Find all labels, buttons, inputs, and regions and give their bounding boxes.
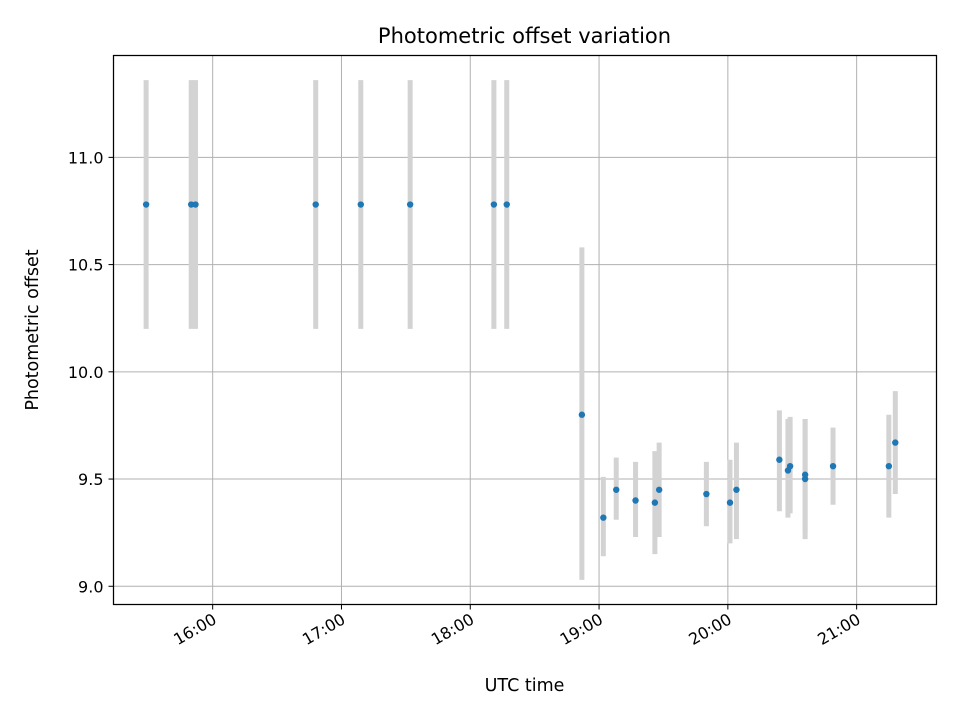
data-point [786, 462, 794, 470]
x-tick-label: 21:00 [814, 610, 863, 650]
chart-title: Photometric offset variation [378, 24, 671, 48]
data-point [613, 486, 620, 493]
x-tick-label: 16:00 [170, 610, 219, 650]
x-axis-ticks: 16:00 17:00 18:00 19:00 20:00 21:00 [170, 604, 864, 650]
grid [113, 55, 937, 605]
data-point [192, 201, 199, 208]
data-point [776, 456, 783, 463]
data-point [655, 486, 663, 493]
y-axis-label: Photometric offset [23, 249, 43, 410]
data-points [142, 201, 899, 521]
data-point [142, 201, 150, 208]
y-tick-label: 10.5 [68, 256, 104, 275]
y-tick-label: 11.0 [68, 148, 104, 167]
data-point [312, 201, 319, 208]
data-point [885, 462, 893, 470]
data-point [600, 514, 607, 521]
x-tick-label: 20:00 [685, 610, 734, 650]
data-point [733, 486, 740, 493]
data-point [406, 201, 414, 208]
data-point [578, 411, 586, 418]
data-point [892, 439, 899, 446]
y-tick-label: 9.0 [78, 577, 103, 596]
error-bars [143, 80, 898, 580]
x-tick-label: 18:00 [428, 610, 477, 650]
x-tick-label: 17:00 [299, 610, 348, 650]
x-axis-label: UTC time [485, 676, 565, 696]
data-point [503, 201, 510, 208]
data-point [829, 462, 837, 470]
plot-frame [112, 54, 938, 606]
data-point [357, 201, 364, 208]
y-tick-label: 10.0 [68, 363, 104, 382]
data-point [651, 499, 659, 506]
data-point [726, 499, 734, 506]
data-point [490, 201, 498, 208]
y-axis-ticks: 9.0 9.5 10.0 10.5 11.0 [68, 148, 114, 596]
data-point [703, 490, 710, 498]
data-point [801, 471, 809, 478]
data-point [632, 497, 639, 504]
y-tick-label: 9.5 [78, 470, 103, 489]
x-tick-label: 19:00 [557, 610, 606, 650]
